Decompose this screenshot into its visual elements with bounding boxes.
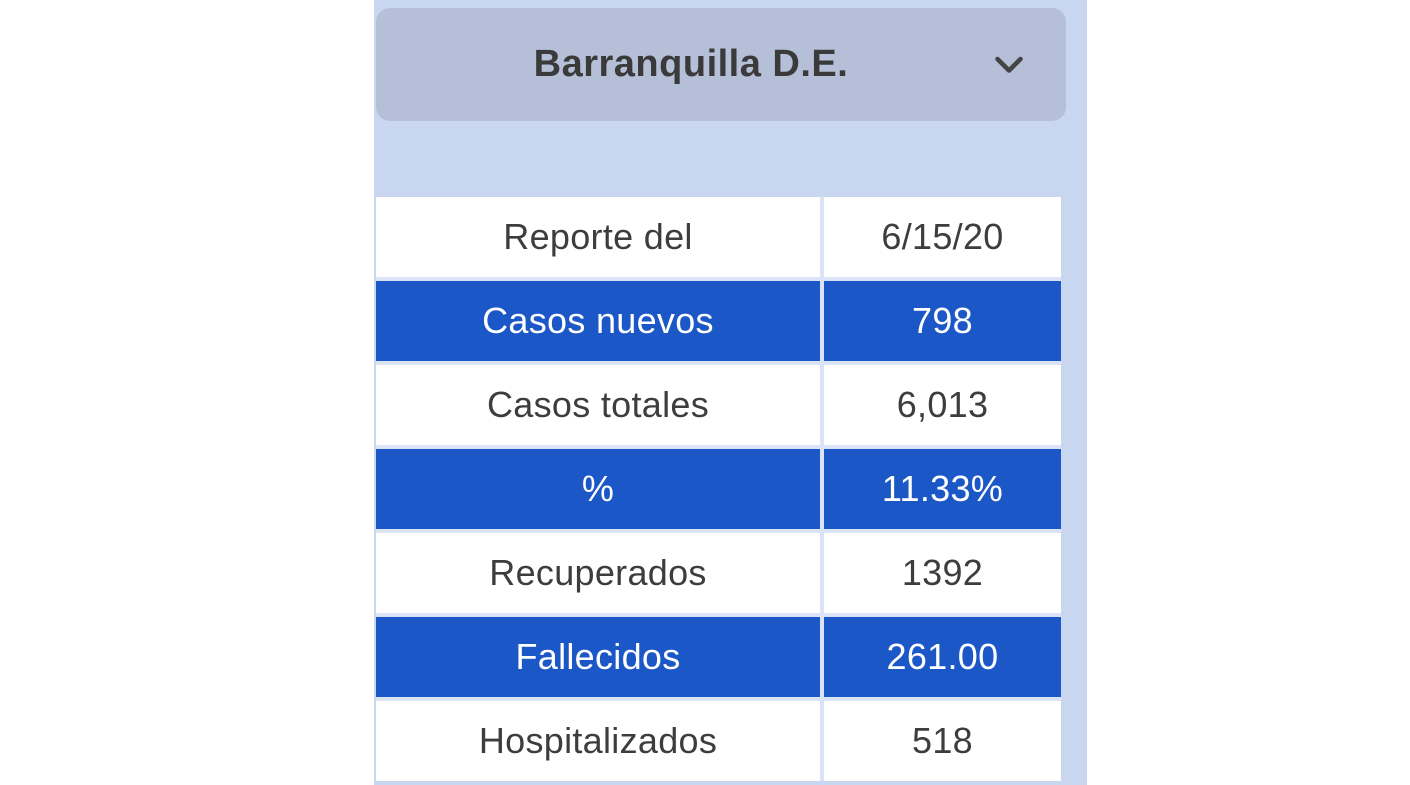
stats-panel: Barranquilla D.E. Reporte del 6/15/20 Ca… [374, 0, 1087, 785]
row-label: Casos totales [376, 365, 820, 445]
row-value: 518 [824, 701, 1061, 781]
row-value: 11.33% [824, 449, 1061, 529]
row-value: 6,013 [824, 365, 1061, 445]
chevron-down-icon [995, 56, 1023, 73]
row-label: Casos nuevos [376, 281, 820, 361]
row-label: % [376, 449, 820, 529]
row-label: Recuperados [376, 533, 820, 613]
dropdown-selected-label: Barranquilla D.E. [533, 43, 849, 85]
row-value: 6/15/20 [824, 197, 1061, 277]
row-label: Hospitalizados [376, 701, 820, 781]
region-selector-dropdown[interactable]: Barranquilla D.E. [376, 8, 1066, 121]
row-label: Fallecidos [376, 617, 820, 697]
row-value: 261.00 [824, 617, 1061, 697]
row-value: 1392 [824, 533, 1061, 613]
row-value: 798 [824, 281, 1061, 361]
row-label: Reporte del [376, 197, 820, 277]
stats-table: Reporte del 6/15/20 Casos nuevos 798 Cas… [376, 197, 1061, 781]
